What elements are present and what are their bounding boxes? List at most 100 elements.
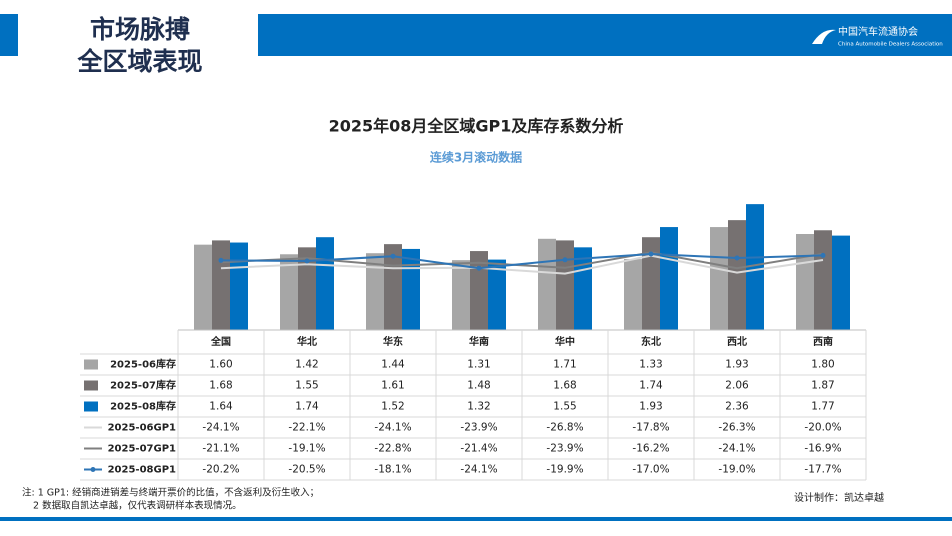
legend-key (84, 401, 98, 412)
credit: 设计制作：凯达卓越 (794, 491, 884, 504)
table-cell: 1.32 (467, 401, 490, 413)
marker (734, 255, 740, 261)
table-cell: 1.55 (295, 380, 318, 392)
legend-label: 2025-07库存 (110, 379, 176, 392)
legend-label: 2025-07GP1 (108, 444, 176, 455)
bar (230, 242, 248, 330)
chart-title: 2025年08月全区域GP1及库存系数分析 (329, 117, 624, 136)
table-cell: 1.80 (811, 359, 834, 371)
page-title: 市场脉搏 (90, 15, 190, 44)
bar (280, 254, 298, 330)
bar (814, 230, 832, 330)
bar (660, 227, 678, 330)
table-cell: -18.1% (374, 464, 411, 476)
table-cell: 1.61 (381, 380, 404, 392)
table-cell: -26.8% (546, 422, 583, 434)
table-cell: 1.52 (381, 401, 404, 413)
table-cell: -23.9% (460, 422, 497, 434)
bar (470, 251, 488, 330)
marker (648, 251, 654, 257)
bar (298, 247, 316, 330)
page-title: 全区域表现 (76, 47, 202, 76)
table-cell: -23.9% (546, 443, 583, 455)
legend-label: 2025-06GP1 (108, 423, 176, 434)
table-cell: -26.3% (718, 422, 755, 434)
category-label: 华北 (297, 335, 317, 348)
table-cell: 1.87 (811, 380, 834, 392)
table-cell: 1.44 (381, 359, 405, 371)
table-cell: -24.1% (718, 443, 755, 455)
logo-icon (812, 29, 836, 44)
table-cell: -16.2% (632, 443, 669, 455)
category-label: 西北 (727, 335, 747, 348)
category-label: 华东 (383, 335, 403, 348)
table-cell: -19.9% (546, 464, 583, 476)
table-cell: 2.36 (725, 401, 749, 413)
table-cell: 1.48 (467, 380, 490, 392)
bar (642, 237, 660, 330)
table-cell: 1.77 (811, 401, 834, 413)
table-cell: -22.8% (374, 443, 411, 455)
table-cell: 1.64 (209, 401, 233, 413)
table-cell: -24.1% (460, 464, 497, 476)
bar (746, 204, 764, 330)
table-cell: 1.71 (553, 359, 576, 371)
marker (218, 257, 224, 263)
bar (728, 220, 746, 330)
category-label: 华中 (555, 335, 575, 348)
legend-label: 2025-08库存 (110, 400, 176, 413)
table-cell: 1.33 (639, 359, 662, 371)
table-cell: -20.5% (288, 464, 325, 476)
bar (402, 248, 420, 330)
table-cell: 1.31 (467, 359, 490, 371)
table-cell: 1.93 (725, 359, 748, 371)
table-cell: -17.0% (632, 464, 669, 476)
footer-bar (0, 517, 952, 521)
bar (316, 237, 334, 330)
legend-key (90, 467, 96, 472)
table-cell: 1.68 (553, 380, 576, 392)
bar (194, 244, 212, 330)
marker (562, 257, 568, 263)
table-cell: -17.7% (804, 464, 841, 476)
table-cell: -17.8% (632, 422, 669, 434)
table-cell: 1.74 (295, 401, 319, 413)
bar (710, 227, 728, 330)
bar (624, 259, 642, 330)
bar (832, 235, 850, 330)
category-label: 华南 (469, 335, 489, 348)
table-cell: 1.42 (295, 359, 318, 371)
table-cell: 1.93 (639, 401, 662, 413)
line (220, 252, 824, 270)
bar (452, 260, 470, 330)
table-cell: -19.0% (718, 464, 755, 476)
bar (366, 253, 384, 330)
table-cell: -21.4% (460, 443, 497, 455)
marker (304, 258, 310, 264)
legend-label: 2025-06库存 (110, 358, 176, 371)
note: 注: 1 GP1: 经销商进销差与终端开票价的比值，不含返利及衍生收入； (22, 487, 319, 499)
bar (556, 240, 574, 330)
line (220, 254, 824, 275)
marker (476, 265, 482, 271)
marker (820, 252, 826, 258)
note: 2 数据取自凯达卓越，仅代表调研样本表现情况。 (33, 500, 242, 512)
chart-subtitle: 连续3月滚动数据 (430, 150, 522, 165)
bar (538, 238, 556, 330)
marker (390, 253, 396, 259)
table-cell: -19.1% (288, 443, 325, 455)
table-cell: -22.1% (288, 422, 325, 434)
bar (796, 234, 814, 330)
table-cell: -16.9% (804, 443, 841, 455)
table-cell: 1.74 (639, 380, 663, 392)
table-cell: -24.1% (374, 422, 411, 434)
legend-key (84, 359, 98, 370)
table-cell: 1.60 (209, 359, 232, 371)
header-bar (258, 14, 952, 56)
table-cell: 1.55 (553, 401, 576, 413)
header-accent (0, 14, 18, 56)
bar (488, 259, 506, 330)
table-cell: 2.06 (725, 380, 749, 392)
category-label: 东北 (641, 335, 661, 348)
category-label: 全国 (210, 335, 231, 348)
